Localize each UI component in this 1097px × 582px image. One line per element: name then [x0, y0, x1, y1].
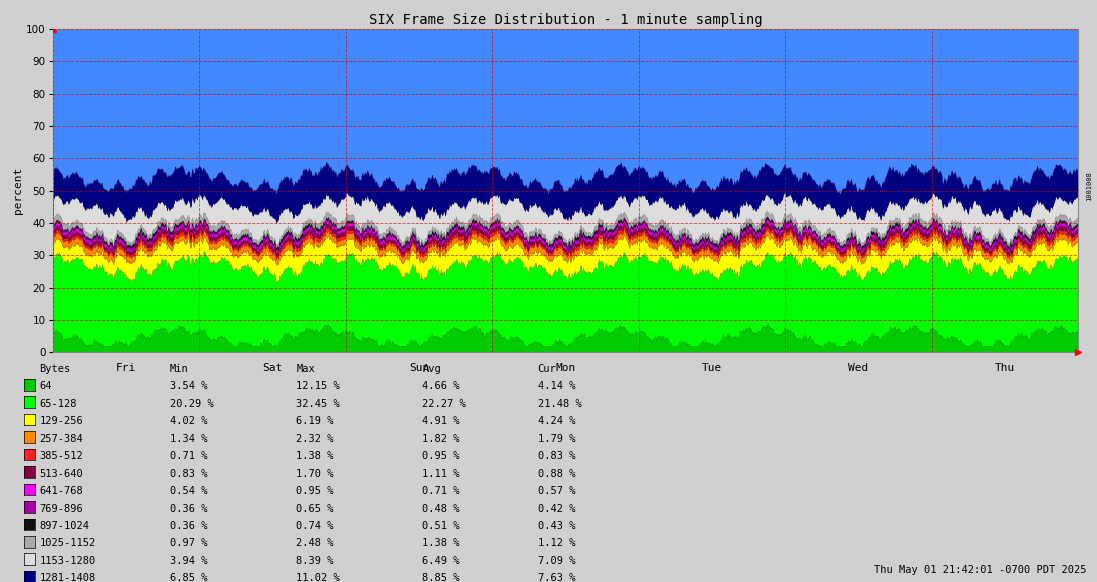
Text: 4.91 %: 4.91 %: [422, 416, 460, 426]
Text: 6.19 %: 6.19 %: [296, 416, 333, 426]
Text: 2.48 %: 2.48 %: [296, 538, 333, 548]
Text: 6.49 %: 6.49 %: [422, 556, 460, 566]
Text: 0.95 %: 0.95 %: [296, 486, 333, 496]
Text: 1.79 %: 1.79 %: [538, 434, 575, 443]
Text: Wed: Wed: [848, 363, 869, 374]
Text: Thu: Thu: [995, 363, 1015, 374]
Text: Max: Max: [296, 364, 315, 374]
Text: Sat: Sat: [262, 363, 283, 374]
Text: 129-256: 129-256: [39, 416, 83, 426]
Text: 3.54 %: 3.54 %: [170, 381, 207, 391]
Text: 0.54 %: 0.54 %: [170, 486, 207, 496]
Text: 769-896: 769-896: [39, 503, 83, 513]
Text: Fri: Fri: [116, 363, 136, 374]
Text: Min: Min: [170, 364, 189, 374]
Text: 1.82 %: 1.82 %: [422, 434, 460, 443]
Text: 0.36 %: 0.36 %: [170, 503, 207, 513]
Text: Mon: Mon: [555, 363, 576, 374]
Text: 1281-1408: 1281-1408: [39, 573, 95, 582]
Text: 0.71 %: 0.71 %: [170, 451, 207, 461]
Text: 20.29 %: 20.29 %: [170, 399, 214, 409]
Text: 2.32 %: 2.32 %: [296, 434, 333, 443]
Text: 0.83 %: 0.83 %: [538, 451, 575, 461]
Text: 1001008: 1001008: [1086, 171, 1093, 201]
Y-axis label: percent: percent: [13, 167, 23, 214]
Text: 1.34 %: 1.34 %: [170, 434, 207, 443]
Text: Bytes: Bytes: [39, 364, 70, 374]
Text: 4.02 %: 4.02 %: [170, 416, 207, 426]
Text: 32.45 %: 32.45 %: [296, 399, 340, 409]
Text: 0.57 %: 0.57 %: [538, 486, 575, 496]
Text: 0.65 %: 0.65 %: [296, 503, 333, 513]
Text: 8.39 %: 8.39 %: [296, 556, 333, 566]
Text: 0.42 %: 0.42 %: [538, 503, 575, 513]
Text: 1025-1152: 1025-1152: [39, 538, 95, 548]
Text: 3.94 %: 3.94 %: [170, 556, 207, 566]
Text: 641-768: 641-768: [39, 486, 83, 496]
Text: 0.36 %: 0.36 %: [170, 521, 207, 531]
Text: 1.38 %: 1.38 %: [296, 451, 333, 461]
Text: 257-384: 257-384: [39, 434, 83, 443]
Text: 0.95 %: 0.95 %: [422, 451, 460, 461]
Text: 64: 64: [39, 381, 52, 391]
Text: 4.66 %: 4.66 %: [422, 381, 460, 391]
Text: Avg: Avg: [422, 364, 441, 374]
Text: 4.14 %: 4.14 %: [538, 381, 575, 391]
Text: 1.12 %: 1.12 %: [538, 538, 575, 548]
Text: 4.24 %: 4.24 %: [538, 416, 575, 426]
Text: 0.48 %: 0.48 %: [422, 503, 460, 513]
Text: 0.88 %: 0.88 %: [538, 469, 575, 478]
Text: 897-1024: 897-1024: [39, 521, 90, 531]
Text: 7.09 %: 7.09 %: [538, 556, 575, 566]
Text: 8.85 %: 8.85 %: [422, 573, 460, 582]
Text: 0.83 %: 0.83 %: [170, 469, 207, 478]
Text: 0.74 %: 0.74 %: [296, 521, 333, 531]
Text: Tue: Tue: [702, 363, 722, 374]
Text: 6.85 %: 6.85 %: [170, 573, 207, 582]
Text: Sun: Sun: [409, 363, 429, 374]
Text: 0.71 %: 0.71 %: [422, 486, 460, 496]
Text: 11.02 %: 11.02 %: [296, 573, 340, 582]
Text: 1.11 %: 1.11 %: [422, 469, 460, 478]
Text: 0.43 %: 0.43 %: [538, 521, 575, 531]
Text: 1.70 %: 1.70 %: [296, 469, 333, 478]
Title: SIX Frame Size Distribution - 1 minute sampling: SIX Frame Size Distribution - 1 minute s…: [369, 13, 762, 27]
Text: 65-128: 65-128: [39, 399, 77, 409]
Text: 12.15 %: 12.15 %: [296, 381, 340, 391]
Text: Thu May 01 21:42:01 -0700 PDT 2025: Thu May 01 21:42:01 -0700 PDT 2025: [873, 565, 1086, 575]
Text: 22.27 %: 22.27 %: [422, 399, 466, 409]
Text: 385-512: 385-512: [39, 451, 83, 461]
Text: 21.48 %: 21.48 %: [538, 399, 581, 409]
Text: 0.97 %: 0.97 %: [170, 538, 207, 548]
Text: 1153-1280: 1153-1280: [39, 556, 95, 566]
Text: 0.51 %: 0.51 %: [422, 521, 460, 531]
Text: 7.63 %: 7.63 %: [538, 573, 575, 582]
Text: 1.38 %: 1.38 %: [422, 538, 460, 548]
Text: Cur: Cur: [538, 364, 556, 374]
Text: 513-640: 513-640: [39, 469, 83, 478]
